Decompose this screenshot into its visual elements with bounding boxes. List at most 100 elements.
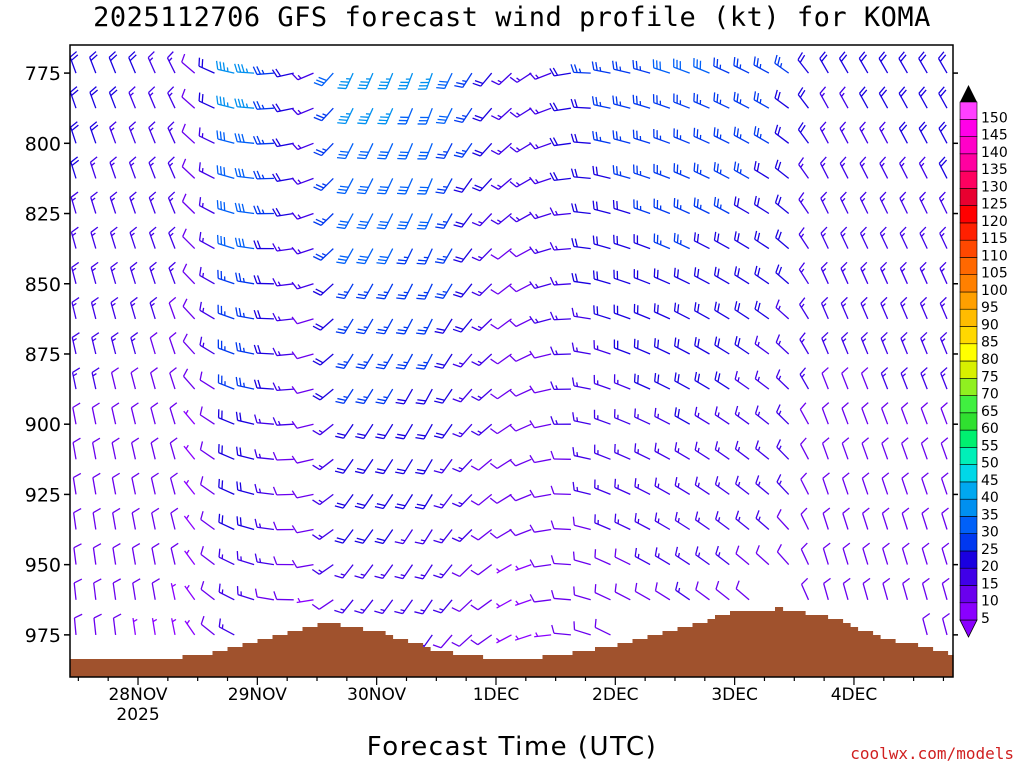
- wind-barb: [919, 296, 928, 320]
- wind-barb: [236, 446, 255, 460]
- wind-barb: [515, 599, 532, 606]
- wind-barb: [839, 86, 849, 109]
- wind-barb: [130, 402, 139, 425]
- wind-barb: [198, 57, 215, 74]
- wind-barb: [272, 207, 294, 217]
- wind-barb: [509, 353, 532, 362]
- wind-barb: [938, 156, 948, 179]
- wind-barb: [218, 444, 235, 460]
- wind-barb: [73, 578, 83, 600]
- wind-barb: [181, 158, 196, 179]
- wind-barb: [713, 57, 730, 74]
- wind-barb: [509, 318, 532, 328]
- wind-barb: [490, 423, 512, 435]
- wind-barb: [150, 437, 159, 460]
- wind-barb: [147, 86, 156, 109]
- terrain-bar: [655, 635, 664, 677]
- terrain-bar: [812, 615, 821, 677]
- wind-barb: [312, 353, 334, 366]
- terrain-bar: [895, 643, 904, 677]
- wind-barb: [397, 72, 414, 90]
- wind-barb: [509, 107, 532, 118]
- wind-barb: [632, 129, 651, 144]
- wind-barb: [70, 121, 79, 144]
- terrain-bar: [190, 655, 199, 677]
- wind-barb: [131, 507, 140, 530]
- wind-barb: [70, 191, 79, 214]
- wind-barb: [799, 297, 810, 320]
- terrain-bar: [700, 623, 709, 677]
- wind-barb: [415, 388, 433, 405]
- wind-barb: [416, 248, 433, 265]
- wind-barb: [922, 612, 931, 636]
- wind-barb: [797, 52, 810, 74]
- y-tick-label: 775: [25, 63, 61, 85]
- wind-barb: [471, 388, 493, 401]
- wind-barb: [592, 270, 611, 285]
- x-tick-label: 28NOV: [108, 685, 167, 705]
- wind-barb: [313, 107, 334, 122]
- colorbar-label: 65: [981, 404, 999, 420]
- wind-barb: [594, 444, 611, 460]
- wind-barb: [613, 269, 631, 285]
- colorbar-swatch: [959, 308, 978, 327]
- wind-barb: [490, 318, 512, 330]
- wind-barb: [149, 332, 158, 355]
- wind-barb: [167, 191, 176, 214]
- wind-barb: [919, 226, 928, 249]
- wind-barb: [881, 402, 889, 425]
- wind-barb: [549, 311, 571, 321]
- wind-barb: [71, 261, 80, 284]
- wind-barb: [312, 528, 334, 540]
- wind-barb: [673, 267, 690, 285]
- terrain-bar: [235, 647, 244, 677]
- wind-barb: [594, 584, 611, 601]
- terrain-bar: [850, 627, 859, 677]
- wind-barb: [151, 542, 160, 565]
- wind-barb: [334, 494, 354, 509]
- wind-barb: [375, 423, 394, 440]
- wind-barb: [673, 232, 690, 250]
- wind-barb: [841, 402, 849, 425]
- wind-barb: [92, 507, 101, 530]
- wind-barb: [417, 72, 433, 90]
- terrain-bar: [197, 655, 206, 677]
- wind-barb: [254, 553, 274, 566]
- wind-barb: [470, 564, 493, 576]
- wind-barb: [377, 72, 394, 90]
- wind-barb: [941, 507, 949, 530]
- wind-barb: [937, 51, 948, 74]
- wind-barb: [235, 376, 255, 390]
- wind-barb: [529, 420, 552, 429]
- x-tick-label: 30NOV: [347, 685, 406, 705]
- terrain-bar: [145, 659, 154, 677]
- wind-barb: [899, 156, 908, 179]
- y-tick-label: 800: [25, 133, 61, 155]
- wind-barb: [695, 546, 710, 566]
- wind-barb: [654, 372, 671, 390]
- wind-barb: [198, 162, 215, 179]
- credit-text[interactable]: coolwx.com/models: [850, 744, 1014, 763]
- wind-barb: [253, 379, 274, 390]
- terrain-bar: [250, 643, 259, 677]
- terrain-bar: [92, 659, 101, 677]
- wind-barb: [291, 72, 314, 81]
- wind-barb: [572, 516, 591, 531]
- wind-barb: [858, 86, 869, 109]
- wind-barb: [592, 165, 611, 180]
- wind-barb: [632, 94, 651, 109]
- wind-barb: [435, 213, 453, 229]
- colorbar-label: 115: [981, 231, 1008, 247]
- colorbar-label: 70: [981, 387, 999, 403]
- wind-barb: [453, 178, 473, 193]
- wind-barb: [234, 98, 255, 109]
- wind-barb: [882, 577, 891, 600]
- wind-barb: [234, 167, 255, 180]
- colorbar-swatch: [959, 291, 978, 310]
- wind-barb: [109, 191, 118, 214]
- wind-barb: [879, 156, 889, 179]
- wind-barb: [396, 248, 414, 265]
- wind-barb: [674, 477, 691, 495]
- wind-barb: [129, 226, 138, 249]
